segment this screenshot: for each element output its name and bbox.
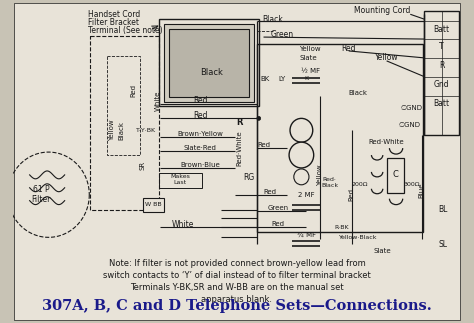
Text: Blue: Blue [419,182,425,197]
Text: Green: Green [267,204,288,211]
Text: Red: Red [257,142,270,148]
Text: Slate: Slate [300,55,317,61]
Text: Yellow·Black: Yellow·Black [339,235,377,240]
Text: Note: If filter is not provided connect brown-yellow lead from
switch contacts t: Note: If filter is not provided connect … [103,259,371,304]
Text: W BB: W BB [146,202,162,207]
Text: K: K [304,76,308,81]
Text: 300Ω: 300Ω [404,182,420,187]
Text: R·BK: R·BK [335,225,349,230]
Text: Red: Red [264,189,276,195]
Text: Makes
Last: Makes Last [170,174,190,185]
Text: 61 P
Filter: 61 P Filter [31,185,51,204]
Bar [387,158,404,193]
Text: White: White [155,90,161,111]
Text: Red: Red [271,222,284,227]
Text: T·Y·BK: T·Y·BK [136,128,156,133]
Text: BL: BL [438,205,448,214]
Circle shape [257,116,261,120]
Text: Red: Red [341,45,356,54]
Text: Slate: Slate [373,248,391,254]
Text: Batt: Batt [433,25,450,34]
Text: Red·White: Red·White [237,130,243,166]
Text: Gnd: Gnd [434,80,449,89]
Text: 307A, B, C and D Telephone Sets—Connections.: 307A, B, C and D Telephone Sets—Connecti… [42,299,432,313]
Bar [159,19,259,107]
Bar [143,198,164,212]
Text: Red: Red [193,111,207,120]
Bar [164,24,254,101]
Bar [169,29,249,97]
Text: C: C [392,171,398,179]
Text: ¾ MF: ¾ MF [297,231,316,237]
Text: Terminal (See note): Terminal (See note) [88,26,163,35]
Text: Black: Black [200,68,223,77]
Text: Red: Red [348,188,355,201]
Bar [159,173,202,188]
Text: Mounting Cord: Mounting Cord [354,6,410,15]
Text: Yellow: Yellow [300,46,321,52]
Text: Slate·Red: Slate·Red [183,145,217,151]
Text: Brown·Blue: Brown·Blue [180,162,220,168]
Bar [107,56,140,155]
Text: Yellow: Yellow [317,164,323,186]
Circle shape [290,118,313,142]
Text: Black: Black [263,15,283,24]
Text: Brown·Yellow: Brown·Yellow [177,131,223,137]
Text: Red·
Black: Red· Black [321,177,338,188]
Text: R: R [237,118,243,127]
Circle shape [294,169,309,185]
Text: SL: SL [438,240,447,249]
Text: R: R [439,61,444,70]
Text: Yellow: Yellow [109,120,115,141]
Text: Red: Red [131,84,137,97]
Text: LY: LY [279,76,286,82]
Bar [90,36,159,210]
Text: ½ MF: ½ MF [301,68,320,74]
Text: Filter Bracket: Filter Bracket [88,18,139,27]
Text: White: White [172,220,194,229]
Text: BK: BK [261,76,270,82]
Bar [257,44,423,232]
Text: Black: Black [349,89,368,96]
Text: Red·White: Red·White [369,139,404,145]
Text: Yellow: Yellow [375,53,399,62]
Text: Batt: Batt [433,99,450,108]
Text: Red: Red [193,96,207,105]
Text: 2 MF: 2 MF [298,192,314,198]
Circle shape [289,142,314,168]
Text: Black: Black [118,121,125,140]
Text: RG: RG [244,173,255,182]
Text: SR: SR [139,161,146,170]
Bar [425,11,458,135]
Text: ∅GND: ∅GND [399,122,421,128]
Text: T: T [439,43,444,51]
Text: ∅GND: ∅GND [401,106,423,111]
Text: 200Ω: 200Ω [351,182,368,187]
Text: Green: Green [271,30,294,39]
Text: Handset Cord: Handset Cord [88,10,141,19]
